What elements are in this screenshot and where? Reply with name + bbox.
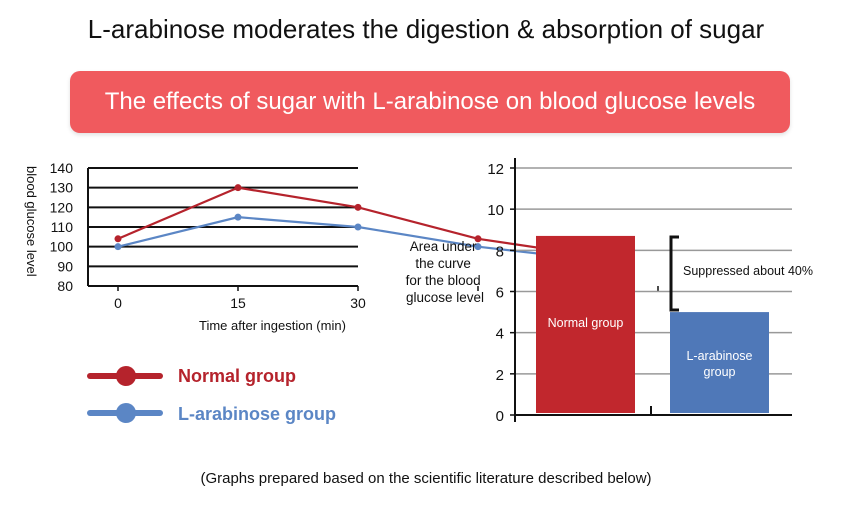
bar-y-ticks: 12 10 8 6 4 2 0 xyxy=(487,161,504,425)
page-title: L-arabinose moderates the digestion & ab… xyxy=(87,14,765,44)
line-y-tick-label: 80 xyxy=(57,278,73,294)
bar-y-tick-label: 2 xyxy=(496,367,504,384)
bar-label: Normal group xyxy=(548,316,624,330)
bar-y-tick-label: 4 xyxy=(496,326,504,343)
banner-text: The effects of sugar with L-arabinose on… xyxy=(104,88,756,115)
line-y-tick-label: 120 xyxy=(50,199,74,215)
bracket-annotation: Suppressed about 40% xyxy=(683,264,813,278)
suppression-bracket: Suppressed about 40% xyxy=(669,235,813,312)
line-data-point xyxy=(114,243,122,251)
legend-label-normal: Normal group xyxy=(178,366,296,386)
line-data-point xyxy=(114,235,122,243)
line-x-tick-label: 0 xyxy=(114,295,122,311)
line-y-tick-label: 110 xyxy=(51,219,74,235)
line-y-tick-label: 100 xyxy=(50,239,74,255)
legend-item-arabinose: L-arabinose group xyxy=(87,403,336,424)
bar-y-tick-label: 0 xyxy=(496,408,504,425)
bars: Normal group L-arabinose group xyxy=(536,235,769,413)
legend-label-arabinose: L-arabinose group xyxy=(178,404,336,424)
bar-y-tick-label: 10 xyxy=(487,202,504,219)
bracket-line xyxy=(669,235,679,312)
line-data-point xyxy=(234,213,242,221)
legend-marker-arabinose xyxy=(116,403,136,423)
line-y-ticks: 140 130 120 110 100 90 80 xyxy=(50,160,74,294)
line-chart: blood glucose level 1401301201101009080 … xyxy=(24,160,659,333)
bar-y-tick-label: 12 xyxy=(487,161,504,178)
line-data-point xyxy=(234,184,242,192)
line-y-tick-label: 130 xyxy=(50,180,74,196)
bar-y-tick-label: 6 xyxy=(496,285,504,302)
line-y-axis-label: blood glucose level xyxy=(24,166,39,277)
bar xyxy=(670,312,769,413)
line-data-point xyxy=(354,203,362,211)
footnote: (Graphs prepared based on the scientific… xyxy=(200,470,652,487)
line-x-axis-label: Time after ingestion (min) xyxy=(199,318,346,333)
line-y-tick-label: 140 xyxy=(50,160,74,176)
line-x-ticks: 0153060 xyxy=(114,295,606,311)
chart-banner: The effects of sugar with L-arabinose on… xyxy=(70,71,790,133)
line-data-point xyxy=(354,223,362,231)
bar xyxy=(536,235,635,413)
bar-y-axis-label: Area under the curve for the blood gluco… xyxy=(406,239,485,305)
line-x-tick-label: 30 xyxy=(350,295,366,311)
line-data-point xyxy=(474,235,482,243)
legend-marker-normal xyxy=(116,366,136,386)
line-x-tick-label: 15 xyxy=(230,295,246,311)
bar-y-tick-label: 8 xyxy=(496,243,504,260)
line-data-point xyxy=(474,243,482,251)
line-y-tick-label: 90 xyxy=(57,258,73,274)
line-series xyxy=(114,184,602,264)
bar-label: L-arabinose group xyxy=(686,349,752,379)
legend-item-normal: Normal group xyxy=(87,366,296,386)
bar-chart: 12 10 8 6 4 2 0 Area under the curve for the b… xyxy=(406,158,813,425)
legend: Normal group L-arabinose group xyxy=(87,366,336,424)
